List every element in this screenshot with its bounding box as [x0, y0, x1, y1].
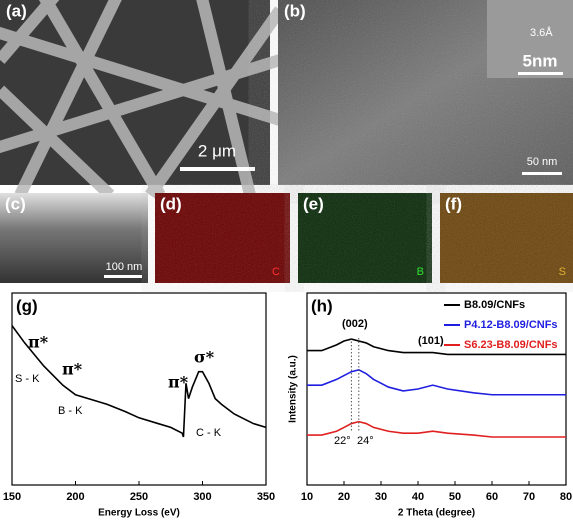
- x-tick-label: 60: [486, 491, 498, 503]
- x-tick-label: 10: [301, 491, 313, 503]
- scale-bar-label: 50 nm: [527, 156, 558, 168]
- annotation: σ*: [194, 348, 215, 367]
- annotation: π*: [62, 360, 83, 379]
- scale-bar-label: 100 nm: [106, 261, 143, 273]
- panel-d: (d) C: [155, 193, 290, 283]
- x-axis-label: Energy Loss (eV): [98, 508, 180, 519]
- panel-e: (e) B: [298, 193, 432, 283]
- x-tick-label: 50: [449, 491, 461, 503]
- x-tick-label: 70: [523, 491, 535, 503]
- panel-label: (b): [284, 1, 306, 20]
- annotation: π*: [28, 333, 49, 352]
- x-tick-label: 250: [130, 491, 148, 503]
- element-label: C: [272, 266, 280, 278]
- panel-label: (c): [5, 194, 26, 213]
- scale-bar-label: 2 μm: [198, 141, 236, 160]
- x-tick-label: 40: [412, 491, 424, 503]
- element-label: S: [559, 266, 566, 278]
- legend-label: B8.09/CNFs: [464, 299, 525, 311]
- panel-label: (e): [303, 194, 324, 213]
- inset-scale: 5nm: [523, 51, 558, 70]
- x-tick-label: 300: [193, 491, 211, 503]
- element-label: B: [417, 266, 424, 278]
- x-tick-label: 200: [66, 491, 84, 503]
- panel-label: (a): [6, 1, 27, 20]
- inset-spacing: 3.6Å: [530, 26, 553, 39]
- plot-frame: [306, 292, 567, 486]
- panel-label: (d): [160, 194, 182, 213]
- x-tick-label: 30: [375, 491, 387, 503]
- chart-label: (g): [16, 296, 38, 315]
- panel-c: (c) 100 nm: [0, 193, 148, 283]
- annotation: 24°: [357, 435, 374, 447]
- annotation: S - K: [15, 373, 40, 385]
- annotation: B - K: [58, 405, 83, 417]
- y-axis-label: Intensity (a.u.): [288, 355, 299, 423]
- annotation: C - K: [196, 427, 222, 439]
- x-tick-label: 150: [3, 491, 21, 503]
- annotation: (101): [418, 335, 444, 347]
- annotation: π*: [168, 373, 189, 392]
- legend-label: P4.12-B8.09/CNFs: [464, 319, 558, 331]
- chart-label: (h): [311, 296, 333, 315]
- panel-a: (a) 2 μm: [0, 0, 285, 200]
- panel-b: (b) 3.6Å 5nm 50 nm: [278, 0, 573, 185]
- series-line: [307, 420, 566, 438]
- annotation: 22°: [334, 435, 351, 447]
- x-axis-label: 2 Theta (degree): [398, 508, 475, 519]
- series-line: [307, 338, 566, 356]
- x-tick-label: 350: [257, 491, 275, 503]
- series-line: [307, 368, 566, 396]
- plot-frame: [11, 292, 267, 486]
- legend-label: S6.23-B8.09/CNFs: [464, 339, 558, 351]
- annotation: (002): [342, 318, 368, 330]
- x-tick-label: 20: [338, 491, 350, 503]
- panel-label: (f): [445, 194, 462, 213]
- x-tick-label: 80: [560, 491, 572, 503]
- series-line: [11, 325, 267, 438]
- panel-f: (f) S: [440, 193, 573, 283]
